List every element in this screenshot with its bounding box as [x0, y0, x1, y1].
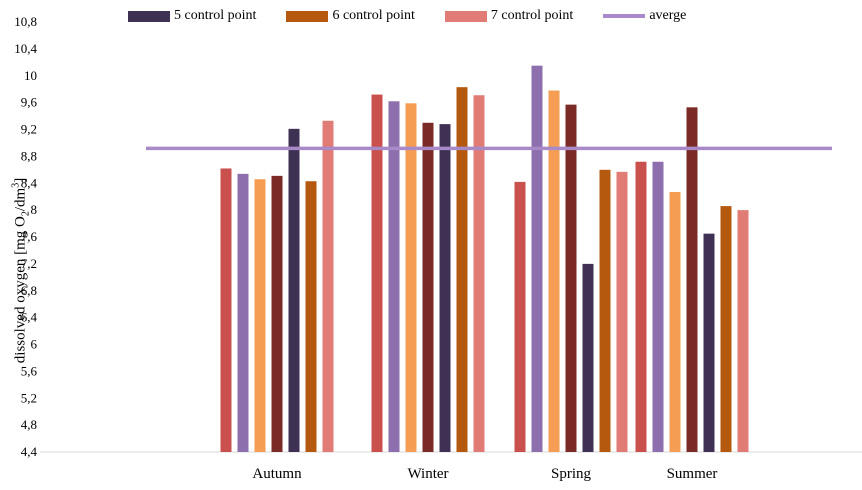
x-tick-label: Autumn	[252, 466, 302, 482]
legend-label-average: averge	[649, 8, 687, 23]
bar-spring-7	[616, 171, 628, 452]
bar-autumn-3	[254, 179, 266, 452]
bar-winter-3	[405, 103, 417, 452]
y-tick-label: 5,2	[21, 390, 37, 405]
x-tick-label: Summer	[667, 466, 718, 482]
bar-spring-3	[548, 90, 560, 452]
y-tick-label: 6	[31, 337, 38, 352]
bar-spring-4	[565, 104, 577, 452]
bar-spring-1	[514, 181, 526, 452]
bar-autumn-5	[288, 128, 300, 452]
legend-label-7: 7 control point	[490, 8, 574, 23]
axis-layer: 4,4 4,8 5,2 5,6 6 6,4 6,8 7,2 7,6 8 8,4 8,8 9,2 9,6 10…	[14, 14, 862, 482]
legend-label-5: 5 control point	[174, 8, 257, 23]
bar-winter-1	[371, 94, 383, 452]
bar-autumn-1	[220, 168, 232, 452]
ylabel-part-2: /dm	[12, 187, 29, 212]
bar-summer-5	[703, 233, 715, 452]
y-tick-label: 10	[24, 68, 37, 83]
bar-winter-5	[439, 124, 451, 452]
y-tick-label: 6,4	[21, 310, 38, 325]
bar-summer-1	[635, 161, 647, 452]
y-axis-label: dissolved oxygen [mg O2/dm3]	[11, 146, 32, 396]
ylabel-part-1: 2	[20, 211, 32, 217]
legend-swatch-7	[444, 10, 487, 22]
legend-item-5: 5 control point	[128, 8, 256, 24]
legend-swatch-average	[603, 14, 646, 18]
legend-swatch-5	[128, 10, 170, 22]
legend-label-6: 6 control point	[332, 8, 415, 23]
y-tick-label: 10,8	[14, 14, 37, 29]
bar-spring-5	[582, 263, 594, 452]
y-tick-label: 7,6	[21, 229, 38, 244]
y-tick-label: 9,2	[21, 122, 37, 137]
y-tick-label: 8,8	[21, 148, 37, 163]
y-tick-label: 4,4	[21, 444, 38, 459]
ylabel-part-4: ]	[12, 177, 29, 183]
y-tick-label: 10,4	[14, 41, 37, 56]
bar-winter-4	[422, 122, 434, 452]
bar-spring-2	[531, 65, 543, 452]
legend-swatch-6	[286, 10, 329, 22]
bar-summer-4	[686, 107, 698, 452]
y-tick-label: 9,6	[21, 95, 38, 110]
y-tick-label: 7,2	[21, 256, 37, 271]
ylabel-part-0: dissolved oxygen [mg O	[12, 216, 29, 364]
y-tick-label: 6,8	[21, 283, 37, 298]
bar-summer-3	[669, 191, 681, 452]
bar-spring-6	[599, 169, 611, 452]
y-tick-label: 8,4	[21, 175, 38, 190]
legend-item-6: 6 control point	[286, 8, 415, 24]
x-tick-label: Spring	[551, 466, 592, 482]
bar-autumn-4	[271, 175, 283, 452]
bar-winter-2	[388, 101, 400, 452]
y-tick-label: 5,6	[21, 363, 38, 378]
ylabel-part-3: 3	[10, 182, 22, 188]
legend-item-7: 7 control point	[444, 8, 574, 24]
bar-winter-6	[456, 87, 468, 452]
bar-autumn-2	[237, 173, 249, 452]
legend-item-average: averge	[603, 8, 686, 24]
bar-summer-7	[737, 210, 749, 452]
y-tick-label: 8	[31, 202, 38, 217]
bar-autumn-7	[322, 120, 334, 452]
bar-summer-2	[652, 161, 664, 452]
x-tick-label: Winter	[407, 466, 448, 482]
y-tick-label: 4,8	[21, 417, 37, 432]
legend: 5 control point 6 control point 7 contro…	[128, 8, 716, 24]
bar-autumn-6	[305, 181, 317, 452]
bar-winter-7	[473, 95, 485, 452]
bar-summer-6	[720, 206, 732, 452]
bars-layer	[220, 65, 749, 452]
